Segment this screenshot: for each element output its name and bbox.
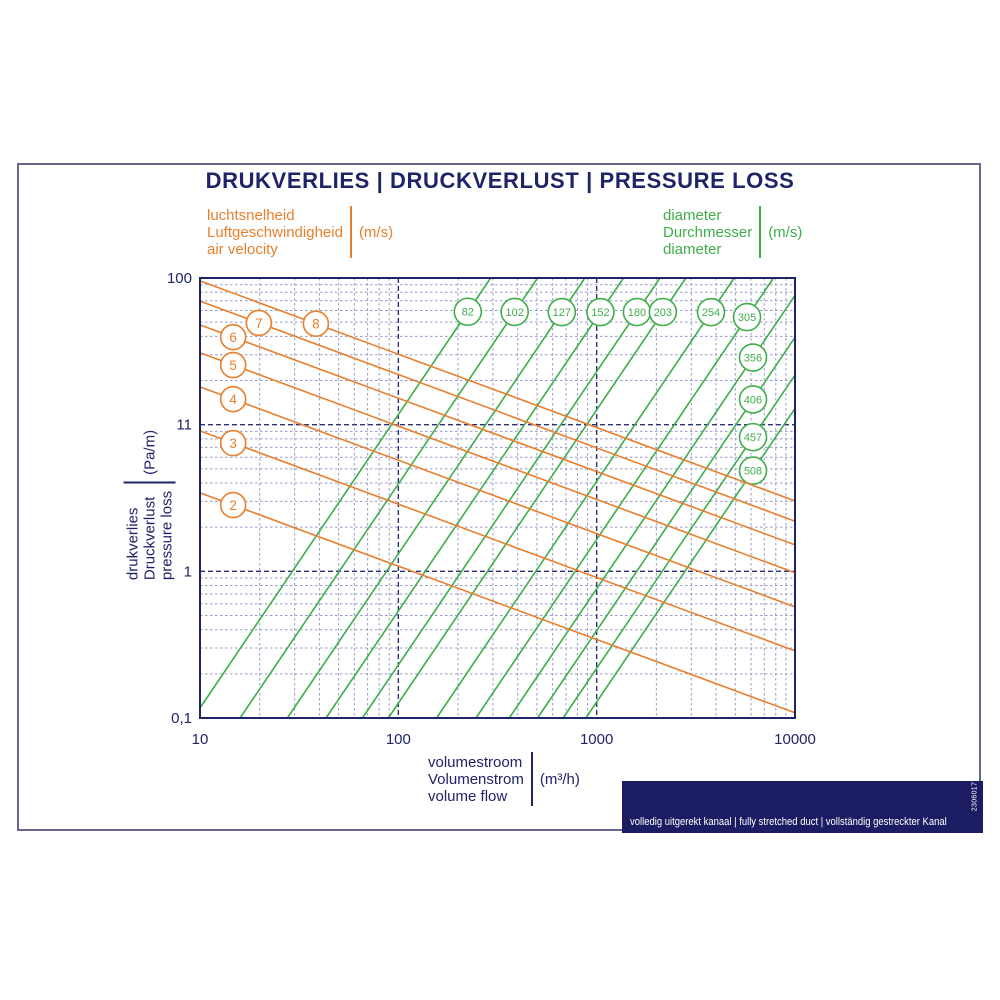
velocity-marker-label-4: 4 — [229, 392, 237, 407]
air-velocity-unit: (m/s) — [358, 223, 394, 241]
legend-line-nl: diameter — [663, 206, 722, 224]
x-axis-label: volumestroom Volumenstrom volume flow (m… — [428, 752, 580, 806]
y-tick-label-100: 100 — [167, 270, 192, 287]
diameter-marker-label-152: 152 — [591, 307, 609, 319]
diameter-legend-names: diameter Durchmesser diameter — [663, 207, 752, 258]
diameter-line-102 — [239, 277, 539, 719]
diameter-marker-127 — [547, 297, 577, 327]
diameter-marker-254 — [696, 297, 726, 327]
footer-banner: volledig uitgerekt kanaal | fully stretc… — [622, 781, 983, 833]
diameter-marker-82 — [453, 297, 483, 327]
footer-document-code: 2306017 — [971, 781, 979, 812]
legend-line-nl: luchtsnelheid — [207, 206, 295, 224]
x-axis-label-divider — [530, 752, 533, 806]
y-tick-label-11: 11 — [176, 417, 192, 434]
legend-line-en: air velocity — [207, 240, 278, 258]
diameter-marker-label-356: 356 — [744, 352, 762, 364]
diameter-marker-203 — [648, 297, 678, 327]
diameter-marker-457 — [738, 422, 768, 452]
velocity-marker-label-5: 5 — [229, 358, 237, 373]
diameter-line-203 — [387, 277, 687, 719]
legend-divider — [349, 206, 352, 258]
diameter-marker-356 — [738, 343, 768, 372]
velocity-marker-label-6: 6 — [229, 330, 237, 345]
diameter-marker-label-254: 254 — [702, 307, 720, 319]
diameter-marker-label-127: 127 — [553, 307, 571, 319]
diameter-marker-305 — [732, 302, 762, 332]
x-tick-label-100: 100 — [386, 731, 411, 748]
x-axis-label-names: volumestroom Volumenstrom volume flow — [428, 754, 524, 805]
page-border-frame — [17, 163, 981, 831]
y-tick-label-0,1: 0,1 — [171, 710, 192, 727]
legend-divider — [759, 206, 762, 258]
diameter-marker-508 — [738, 456, 768, 485]
diameter-unit: (m/s) — [768, 223, 803, 241]
plot-frame — [199, 277, 796, 719]
air-velocity-legend: luchtsnelheid Luftgeschwindigheid air ve… — [207, 206, 393, 258]
legend-line-de: Luftgeschwindigheid — [207, 223, 343, 241]
velocity-line-4 — [199, 386, 796, 608]
velocity-marker-4 — [219, 385, 247, 413]
air-velocity-legend-names: luchtsnelheid Luftgeschwindigheid air ve… — [207, 207, 343, 258]
diameter-marker-label-102: 102 — [505, 307, 523, 319]
x-label-en: volume flow — [428, 787, 508, 805]
velocity-marker-3 — [219, 429, 247, 457]
velocity-marker-6 — [219, 323, 247, 351]
diameter-marker-102 — [500, 297, 529, 327]
y-label-nl: drukverlies — [124, 507, 141, 581]
diameter-marker-label-82: 82 — [462, 307, 474, 319]
x-label-de: Volumenstrom — [428, 770, 524, 788]
velocity-marker-label-3: 3 — [229, 436, 237, 451]
velocity-marker-label-8: 8 — [312, 317, 320, 332]
velocity-line-2 — [199, 492, 796, 714]
diameter-line-152 — [325, 277, 625, 719]
velocity-line-3 — [199, 430, 796, 652]
x-tick-label-10: 10 — [192, 731, 209, 748]
diameter-marker-406 — [738, 385, 768, 414]
x-tick-label-1000: 1000 — [580, 731, 613, 748]
x-axis-unit: (m³/h) — [539, 770, 580, 788]
diameter-marker-label-457: 457 — [744, 432, 762, 444]
diameter-line-254 — [435, 277, 735, 719]
y-label-de: Druckverlust — [141, 496, 158, 581]
velocity-line-5 — [199, 352, 796, 574]
diameter-marker-label-203: 203 — [654, 307, 672, 319]
diameter-line-305 — [475, 277, 775, 719]
velocity-marker-2 — [219, 491, 247, 519]
diameter-line-82 — [199, 277, 492, 709]
diameter-line-180 — [361, 277, 661, 719]
diameter-line-127 — [286, 277, 586, 719]
velocity-marker-label-7: 7 — [255, 316, 263, 331]
diameter-marker-152 — [586, 297, 615, 327]
velocity-marker-8 — [302, 310, 330, 338]
page-title: DRUKVERLIES | DRUCKVERLUST | PRESSURE LO… — [205, 168, 795, 193]
y-tick-label-1: 1 — [184, 563, 192, 580]
velocity-marker-7 — [245, 309, 273, 337]
diameter-marker-label-305: 305 — [738, 312, 756, 324]
diameter-marker-label-406: 406 — [744, 394, 762, 406]
legend-line-en: diameter — [663, 240, 722, 258]
x-tick-label-10000: 10000 — [774, 731, 816, 748]
velocity-line-6 — [199, 324, 796, 546]
velocity-marker-5 — [219, 351, 247, 379]
velocity-line-8 — [199, 280, 796, 502]
y-axis-label-divider — [123, 481, 176, 484]
y-axis-label-names: drukverlies Druckverlust pressure loss — [124, 491, 175, 580]
legend-line-de: Durchmesser — [663, 223, 753, 241]
y-axis-unit: (Pa/m) — [141, 429, 158, 475]
diameter-marker-label-180: 180 — [628, 307, 646, 319]
y-axis-label: drukverlies Druckverlust pressure loss (… — [120, 398, 180, 613]
diameter-marker-label-508: 508 — [744, 466, 762, 478]
velocity-line-7 — [199, 300, 796, 522]
diameter-legend: diameter Durchmesser diameter (m/s) — [663, 206, 802, 258]
x-label-nl: volumestroom — [428, 753, 523, 771]
y-label-en: pressure loss — [158, 490, 175, 581]
footer-banner-text: volledig uitgerekt kanaal | fully stretc… — [630, 816, 947, 828]
velocity-marker-label-2: 2 — [229, 498, 237, 513]
